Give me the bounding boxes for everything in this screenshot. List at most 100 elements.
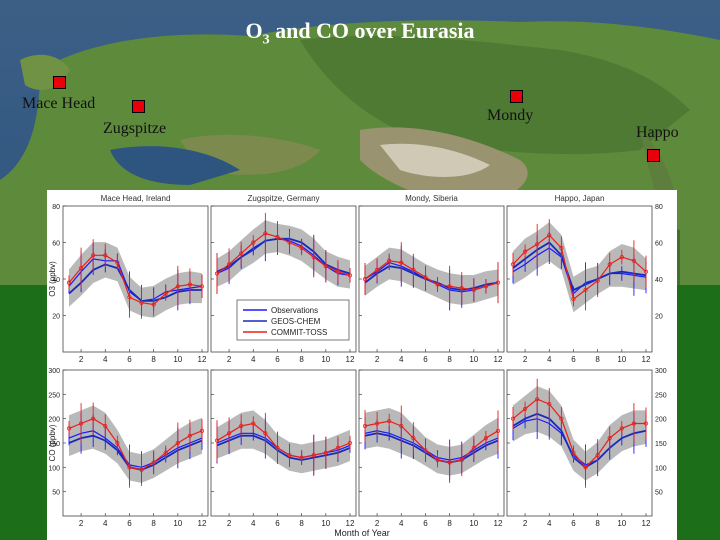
co-panel-3-y-tick-label: 50 [655,490,663,497]
o3-panel-2-commit-point [399,260,404,265]
co-panel-2-commit-point [435,457,440,463]
o3-panel-0-commit-point [103,253,108,258]
o3-panel-2-commit-point [374,267,380,272]
co-panel-0-y-tick-label: 50 [52,490,60,497]
o3-panel-1-x-tick-label: 2 [227,355,232,364]
o3-panel-0-commit-point [175,284,180,289]
co-panel-0-x-tick-label: 6 [127,519,132,528]
co-panel-0-commit-point [127,465,132,470]
co-panel-3-commit-point [522,406,528,412]
o3-panel-0-x-tick-label: 6 [127,355,132,364]
panel-title-0: Mace Head, Ireland [101,194,171,203]
co-panel-3-commit-point [595,453,600,458]
co-panel-0-x-tick-label: 8 [151,519,156,528]
o3-panel-1-commit-point [214,271,220,276]
co-panel-0-commit-point [78,421,84,426]
o3-panel-0-y-tick-label: 40 [52,277,60,284]
o3-panel-2-commit-point [387,258,392,263]
co-panel-2-commit-point [399,423,404,429]
site-marker-mondy [510,90,523,103]
o3-panel-1-model-spread-band [217,220,350,289]
o3-panel-3-y-tick-label: 40 [655,277,663,284]
co-panel-2-x-tick-label: 6 [423,519,428,528]
legend-label-1: GEOS-CHEM [271,317,321,326]
o3-panel-0-commit-point [127,295,132,300]
co-panel-2-geos-chem-line [364,432,499,464]
co-panel-1-x-tick-label: 2 [227,519,232,528]
co-panel-2-x-tick-label: 12 [494,519,503,528]
co-panel-0-y-tick-label: 200 [48,417,60,424]
o3-panel-0-commit-point [187,282,193,287]
o3-panel-2-commit-point [483,284,489,289]
o3-panel-0-x-tick-label: 8 [151,355,156,364]
o3-panel-0-y-tick-label: 20 [52,314,60,321]
o3-panel-3-commit-point [643,269,649,274]
co-panel-0-x-tick-label: 2 [79,519,84,528]
panel-title-3: Happo, Japan [555,194,605,203]
o3-panel-0-commit-point [78,265,84,271]
o3-panel-2-commit-point [471,287,476,293]
co-panel-3-commit-point [535,397,540,402]
o3-panel-0-geos-chem-line [68,263,202,302]
co-panel-3-y-tick-label: 200 [655,417,667,424]
o3-panel-3-x-tick-label: 2 [523,355,528,364]
co-panel-2-x-tick-label: 4 [399,519,404,528]
co-panel-0-commit-point [139,467,144,472]
o3-panel-2-commit-point [495,280,501,285]
o3-panel-3-x-tick-label: 12 [642,355,651,364]
o3-panel-3-commit-point [535,242,540,247]
co-panel-0-commit-point [187,433,193,438]
co-panel-3-x-tick-label: 4 [547,519,552,528]
o3-panel-2-x-tick-label: 2 [375,355,380,364]
co-panel-3-y-tick-label: 100 [655,465,667,472]
o3-panel-2-x-tick-label: 6 [423,355,428,364]
co-panel-0-observations-line [68,430,203,468]
co-panel-3-x-tick-label: 12 [642,519,651,528]
co-panel-3-commit-point [619,426,624,431]
o3-co-seasonal-figure: Mace Head, Ireland Zugspitze, Germany Mond… [47,190,677,540]
o3-panel-0-x-tick-label: 4 [103,355,108,364]
o3-panel-0-commit-point [199,284,205,289]
co-panel-1-geos-chem-line [216,434,351,461]
co-y-axis-label: CO (ppbv) [48,424,57,461]
o3-panel-2-commit-point [411,267,416,272]
co-panel-3-commit-point [643,421,649,426]
o3-panel-2-x-tick-label: 12 [494,355,503,364]
co-panel-3-y-tick-label: 150 [655,441,667,448]
o3-panel-0-commit-point [115,260,120,265]
co-panel-3-x-tick-label: 2 [523,519,528,528]
co-panel-1-x-tick-label: 12 [346,519,355,528]
co-panel-2-commit-point [459,457,464,463]
co-panel-0-commit-point [163,450,168,455]
legend-label-0: Observations [271,306,318,315]
co-panel-3-y-tick-label: 300 [655,368,667,375]
co-panel-0-commit-toss-line [68,418,203,471]
co-panel-0-x-tick-label: 10 [173,519,182,528]
co-panel-3-x-tick-label: 8 [595,519,600,528]
co-panel-0-x-tick-label: 4 [103,519,108,528]
co-panel-3-x-tick-label: 6 [571,519,576,528]
o3-panel-0-commit-point [91,253,96,258]
co-panel-0-commit-point [175,440,180,446]
co-panel-1-commit-point [323,450,328,455]
co-panel-1-commit-point [275,445,280,450]
o3-panel-1-commit-point [263,231,268,236]
o3-panel-3-geos-chem-line [512,241,647,292]
o3-panel-3-commit-point [619,255,624,260]
co-panel-0-commit-point [66,426,72,431]
o3-panel-3-x-tick-label: 6 [571,355,576,364]
co-panel-2-commit-point [495,428,501,433]
co-panel-3-commit-point [510,416,516,421]
site-marker-mace-head [53,76,66,89]
o3-panel-2-x-tick-label: 4 [399,355,404,364]
co-panel-3-commit-point [559,416,564,421]
co-panel-0-commit-point [115,440,120,446]
co-panel-3-y-tick-label: 250 [655,392,667,399]
site-label-mondy: Mondy [487,107,534,124]
co-panel-3-x-tick-label: 10 [617,519,626,528]
o3-panel-3-y-tick-label: 80 [655,204,663,211]
co-panel-0-y-tick-label: 250 [48,392,60,399]
o3-panel-0-x-tick-label: 10 [173,355,182,364]
co-panel-3-commit-point [631,421,637,426]
o3-panel-3-commit-point [631,258,637,263]
